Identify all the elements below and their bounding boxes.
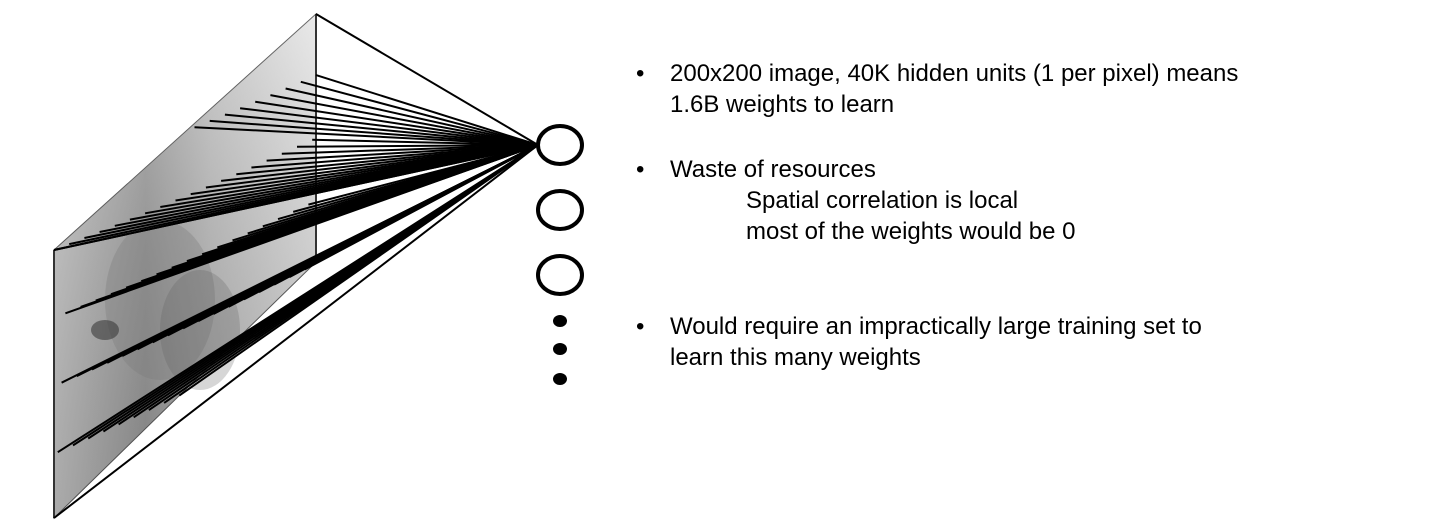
sub-bullet-text: Spatial correlation is local [746,187,1019,214]
connection-edge [315,13,539,146]
connection-edge [315,144,539,263]
connection-line [315,74,539,146]
connection-line [281,144,539,155]
bullet-text: 200x200 image, 40K hidden units (1 per p… [670,60,1239,87]
hidden-unit-1 [536,124,584,166]
connection-line [224,113,539,146]
connection-line [209,119,539,146]
connection-line [266,144,539,162]
ellipsis-dot [553,343,567,355]
hidden-unit-3 [536,254,584,296]
connection-edge [53,144,539,519]
connection-line [300,80,539,146]
connection-edge [53,144,539,251]
bullet-marker: • [636,313,645,340]
bullet-marker: • [636,60,645,87]
bullet-text: 1.6B weights to learn [670,91,895,118]
bullet-weights-count: • 200x200 image, 40K hidden units (1 per… [634,58,1414,120]
connection-line [239,107,539,146]
connection-line [308,144,539,206]
bullet-text: Would require an impractically large tra… [670,313,1202,340]
bullet-text: Waste of resources [670,156,876,183]
connection-line [251,144,539,169]
bullet-text: learn this many weights [670,344,921,371]
connection-line [270,94,539,146]
bullet-list: • 200x200 image, 40K hidden units (1 per… [634,58,1414,373]
sub-bullet-text: most of the weights would be 0 [746,218,1076,245]
hidden-units [536,124,584,296]
connection-line [194,126,539,146]
connection-line [285,87,539,146]
connection-line [255,100,539,146]
connection-line [296,144,539,148]
hidden-unit-2 [536,189,584,231]
connection-lines [53,13,539,519]
connection-line [312,138,539,146]
connection-line [178,144,539,397]
ellipsis-dots [553,315,567,385]
ellipsis-dot [553,373,567,385]
bullet-training-set: • Would require an impractically large t… [634,311,1414,373]
bullet-waste: • Waste of resources Spatial correlation… [634,154,1414,247]
ellipsis-dot [553,315,567,327]
bullet-marker: • [636,156,645,183]
